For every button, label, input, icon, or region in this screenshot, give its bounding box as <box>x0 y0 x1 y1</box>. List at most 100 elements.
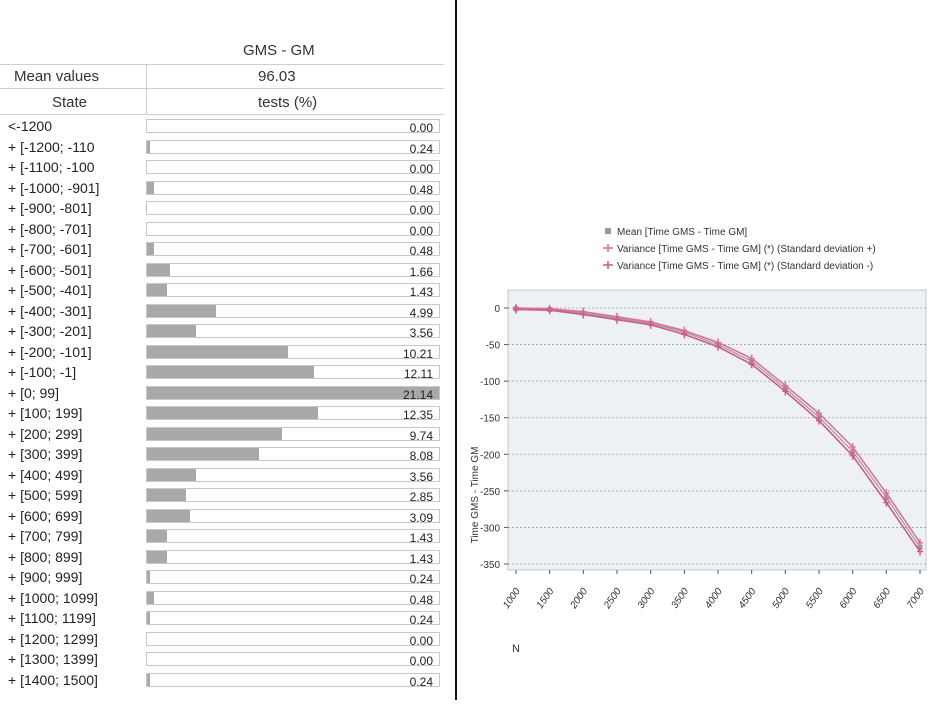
bar-track: 0.48 <box>146 590 440 607</box>
table-row: + [-800; -701] 0.00 <box>0 220 444 238</box>
state-label[interactable]: + [-100; -1] <box>8 364 77 380</box>
state-label[interactable]: + [-1200; -110 <box>8 138 95 155</box>
percent-value: 0.24 <box>409 572 433 586</box>
bar-track: 12.35 <box>146 406 440 422</box>
state-label[interactable]: + [-300; -201] <box>8 323 92 339</box>
table-row: + [1100; 1199] 0.24 <box>0 610 444 627</box>
bar-fill <box>147 243 154 255</box>
x-tick-label: 5000 <box>770 586 792 611</box>
y-tick-label: -50 <box>486 341 501 352</box>
percent-value: 0.48 <box>409 182 433 197</box>
mean-label: Mean values <box>14 68 100 85</box>
state-label[interactable]: + [-400; -301] <box>8 302 92 319</box>
x-tick-label: 3000 <box>636 586 658 611</box>
state-label[interactable]: + [800; 899] <box>8 548 83 565</box>
table-row: + [200; 299] 9.74 <box>0 425 444 443</box>
data-point <box>850 448 856 454</box>
state-label[interactable]: + [-200; -101] <box>8 343 92 360</box>
percent-value: 1.66 <box>409 264 433 279</box>
bar-track: 21.14 <box>146 385 440 402</box>
bar-track: 1.43 <box>146 529 440 545</box>
legend-marker <box>605 228 611 234</box>
bar-fill <box>147 366 315 378</box>
x-tick-label: 4500 <box>737 586 759 611</box>
state-label[interactable]: + [600; 699] <box>8 507 83 524</box>
x-tick-label: 4000 <box>703 586 725 611</box>
table-row: + [-1200; -110 0.24 <box>0 138 444 156</box>
state-label[interactable]: + [-800; -701] <box>8 220 92 237</box>
state-label[interactable]: + [-1000; -901] <box>8 179 100 196</box>
bar-fill <box>147 448 259 460</box>
tests-header: tests (%) <box>258 94 318 111</box>
y-tick-label: -300 <box>480 523 500 534</box>
bar-track: 3.56 <box>146 467 440 484</box>
bar-track: 0.48 <box>146 242 440 258</box>
bar-track: 0.24 <box>146 139 440 156</box>
percent-value: 0.00 <box>409 223 433 238</box>
bar-track: 0.24 <box>146 611 440 627</box>
x-tick-label: 6500 <box>871 586 893 611</box>
table-row: + [1400; 1500] 0.24 <box>0 671 444 689</box>
state-label[interactable]: + [1400; 1500] <box>8 671 98 688</box>
bar-fill <box>147 612 151 624</box>
table-row: + [-500; -401] 1.43 <box>0 282 444 299</box>
legend-label: Mean [Time GMS - Time GM] <box>617 227 747 238</box>
percent-value: 2.85 <box>409 490 433 504</box>
percentage-table: GMS - GM Mean values 96.03 State tests (… <box>0 0 444 700</box>
state-label[interactable]: + [1000; 1099] <box>8 589 98 606</box>
state-label[interactable]: + [300; 399] <box>8 446 83 462</box>
bar-track: 1.66 <box>146 262 440 279</box>
state-label[interactable]: + [1200; 1299] <box>8 630 98 647</box>
x-tick-label: 2500 <box>601 586 624 612</box>
x-tick-label: 5500 <box>804 586 826 611</box>
state-label[interactable]: + [900; 999] <box>8 569 83 585</box>
table-row: + [-700; -601] 0.48 <box>0 241 444 258</box>
bar-fill <box>147 386 439 399</box>
state-label[interactable]: + [400; 499] <box>8 466 83 483</box>
percent-value: 0.48 <box>409 244 433 258</box>
state-header: State <box>52 94 88 111</box>
state-label[interactable]: + [0; 99] <box>8 384 59 401</box>
percent-value: 0.00 <box>409 633 433 648</box>
state-label[interactable]: + [500; 599] <box>8 487 83 503</box>
state-label[interactable]: + [1300; 1399] <box>8 651 98 667</box>
bar-fill <box>147 468 197 481</box>
percent-value: 3.56 <box>409 326 433 340</box>
state-label[interactable]: + [200; 299] <box>8 425 83 442</box>
table-row: + [-1100; -100 0.00 <box>0 159 444 176</box>
bar-track: 0.00 <box>146 201 440 217</box>
percent-value: 10.21 <box>402 346 433 361</box>
bar-track: 0.48 <box>146 180 440 197</box>
table-row: + [0; 99] 21.14 <box>0 384 444 402</box>
header-divider <box>0 64 444 65</box>
y-tick-label: -150 <box>480 414 500 425</box>
mean-divider <box>0 88 444 89</box>
table-row: + [-900; -801] 0.00 <box>0 200 444 217</box>
table-row: + [600; 699] 3.09 <box>0 507 444 525</box>
state-label[interactable]: + [700; 799] <box>8 528 83 544</box>
percent-value: 0.24 <box>409 613 433 627</box>
table-row: + [-600; -501] 1.66 <box>0 261 444 279</box>
percent-value: 21.14 <box>402 387 433 402</box>
state-label[interactable]: + [100; 199] <box>8 405 83 421</box>
bar-track: 10.21 <box>146 344 440 361</box>
bar-track: 0.24 <box>146 570 440 586</box>
state-label[interactable]: + [-500; -401] <box>8 282 92 298</box>
table-row: + [1200; 1299] 0.00 <box>0 630 444 648</box>
plot-area <box>507 289 927 571</box>
line-chart: 0 -50 -100 -150 -200 -250 -300 -350 1000 1500 2000… <box>470 227 927 655</box>
table-row: + [100; 199] 12.35 <box>0 405 444 422</box>
state-label[interactable]: + [-1100; -100 <box>8 159 95 175</box>
state-label[interactable]: + [1100; 1199] <box>8 610 96 626</box>
bar-track: 0.00 <box>146 631 440 648</box>
x-tick-label: 1500 <box>535 586 557 611</box>
state-label[interactable]: + [-900; -801] <box>8 200 92 216</box>
percent-value: 3.56 <box>409 469 433 484</box>
percent-value: 0.48 <box>409 592 433 607</box>
state-label[interactable]: <-1200 <box>8 118 52 134</box>
state-label[interactable]: + [-700; -601] <box>8 241 92 257</box>
state-label[interactable]: + [-600; -501] <box>8 261 92 278</box>
table-row: + [900; 999] 0.24 <box>0 569 444 586</box>
bar-track: 0.00 <box>146 652 440 668</box>
bar-track: 12.11 <box>146 365 440 381</box>
